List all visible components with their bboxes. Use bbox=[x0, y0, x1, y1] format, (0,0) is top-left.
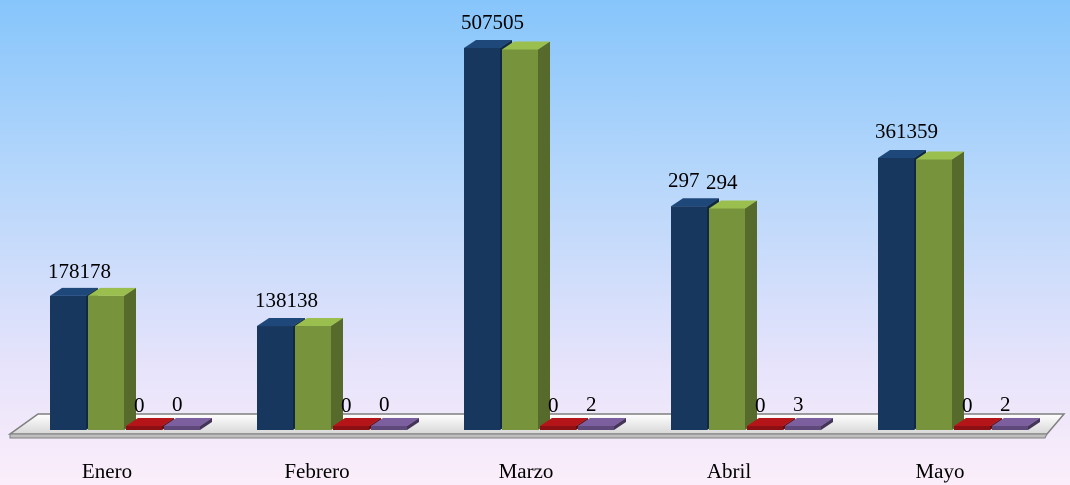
bar-front bbox=[257, 326, 293, 430]
data-label: 297 bbox=[668, 168, 700, 192]
bar-side bbox=[407, 418, 419, 430]
bar-side bbox=[538, 41, 550, 431]
bar-top bbox=[371, 418, 419, 426]
bar-front bbox=[578, 426, 614, 430]
bar bbox=[578, 418, 626, 430]
category-label: Abril bbox=[707, 459, 751, 483]
category-label: Febrero bbox=[284, 459, 349, 483]
bar-top bbox=[785, 418, 833, 426]
bar-front bbox=[878, 158, 914, 430]
bar-front bbox=[992, 426, 1028, 430]
bar-top bbox=[50, 287, 98, 296]
bar-front bbox=[371, 426, 407, 430]
data-label: 0 bbox=[755, 393, 766, 417]
bar-front bbox=[333, 426, 369, 430]
data-label: 178178 bbox=[48, 259, 111, 283]
bar bbox=[502, 41, 550, 431]
bar-front bbox=[954, 426, 990, 430]
bar-top bbox=[578, 418, 626, 426]
bar-front bbox=[747, 426, 783, 430]
data-label: 3 bbox=[793, 392, 804, 416]
bar-top bbox=[878, 150, 926, 159]
bar-side bbox=[821, 418, 833, 430]
bar-top bbox=[916, 151, 964, 160]
bar-side bbox=[614, 418, 626, 430]
bar-front bbox=[50, 295, 86, 430]
bar-top bbox=[164, 418, 212, 426]
data-label: 138138 bbox=[255, 288, 318, 312]
bar-top bbox=[464, 40, 512, 48]
bar bbox=[371, 418, 419, 430]
bar-top bbox=[540, 418, 588, 426]
category-label: Enero bbox=[82, 459, 132, 483]
bar bbox=[164, 418, 212, 430]
data-label: 0 bbox=[548, 393, 559, 417]
data-label: 2 bbox=[1000, 392, 1011, 416]
bar bbox=[992, 418, 1040, 430]
bar-side bbox=[200, 418, 212, 430]
bar-front bbox=[785, 426, 821, 430]
bar bbox=[709, 200, 757, 430]
bar-side bbox=[952, 151, 964, 430]
bar-front bbox=[164, 426, 200, 430]
data-label: 0 bbox=[379, 392, 390, 416]
bar-top bbox=[502, 41, 550, 50]
bar-front bbox=[126, 426, 162, 430]
bar-front bbox=[671, 206, 707, 430]
chart-labels: 178178 138138 507505 297 294 361359 0 0 0 0 0 2 0 3 0 2… bbox=[48, 10, 1011, 483]
bar-top bbox=[333, 418, 381, 426]
chart-bars bbox=[50, 40, 1040, 431]
bar-top bbox=[257, 318, 305, 327]
bar-front bbox=[502, 49, 538, 431]
bar bbox=[916, 151, 964, 430]
category-label: Mayo bbox=[916, 459, 965, 483]
data-label: 294 bbox=[706, 170, 738, 194]
data-label: 0 bbox=[962, 393, 973, 417]
bar bbox=[88, 287, 136, 430]
bar-side bbox=[331, 318, 343, 430]
bar-top bbox=[992, 418, 1040, 426]
bar bbox=[295, 318, 343, 430]
data-label: 361359 bbox=[875, 119, 938, 143]
bar-top bbox=[954, 418, 1002, 426]
bar-front bbox=[88, 295, 124, 430]
bar-top bbox=[88, 287, 136, 296]
category-label: Marzo bbox=[499, 459, 554, 483]
bar-front bbox=[540, 426, 576, 430]
bar-side bbox=[745, 200, 757, 430]
floor-edge bbox=[9, 433, 1048, 439]
data-label: 2 bbox=[586, 392, 597, 416]
bar-front bbox=[916, 159, 952, 430]
data-label: 0 bbox=[134, 393, 145, 417]
data-label: 0 bbox=[172, 392, 183, 416]
data-label: 507505 bbox=[461, 10, 524, 34]
bar-top bbox=[295, 318, 343, 327]
bar-side bbox=[1028, 418, 1040, 430]
bar bbox=[785, 418, 833, 430]
bar-top bbox=[126, 418, 174, 426]
bar-top bbox=[709, 200, 757, 209]
bar-top bbox=[671, 198, 719, 207]
bar-front bbox=[464, 48, 500, 430]
bar-front bbox=[709, 208, 745, 430]
bar-top bbox=[747, 418, 795, 426]
bar-side bbox=[124, 287, 136, 430]
data-label: 0 bbox=[341, 393, 352, 417]
bar-front bbox=[295, 326, 331, 430]
